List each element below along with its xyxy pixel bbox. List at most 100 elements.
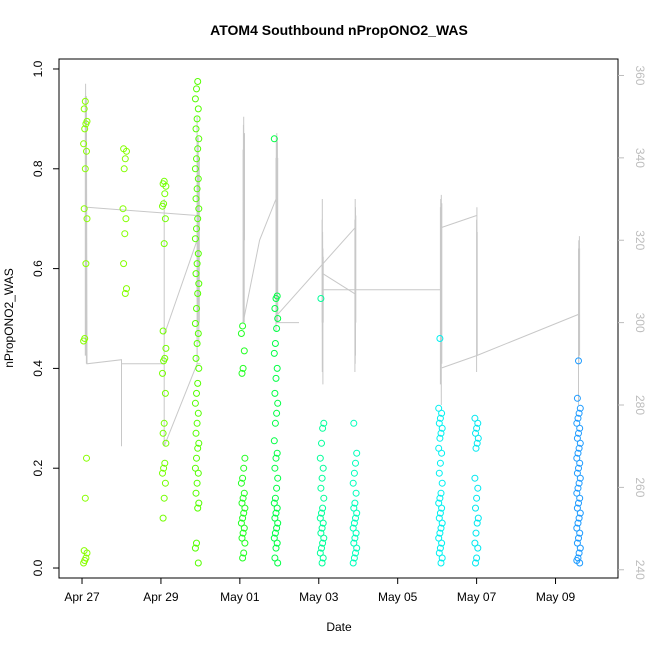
x-tick-label-5: May 07 [457,590,497,604]
data-point-2-3 [159,469,166,477]
data-point-9-2 [474,544,482,552]
trace-line-17 [476,313,579,357]
data-point-8-5 [435,534,443,542]
data-point-3-21 [194,330,202,337]
data-point-5-1 [271,554,279,562]
x-tick-label-4: May 05 [378,590,418,604]
data-point-8-9 [435,514,443,522]
data-point-3-37 [193,155,200,163]
data-point-3-27 [193,260,201,268]
data-point-10-10 [575,514,583,522]
data-point-6-9 [316,514,324,522]
trace-line-6 [275,133,279,331]
data-point-0-17 [83,117,91,125]
data-point-2-19 [161,190,169,198]
data-point-4-14 [239,474,247,482]
y-tick-label-1: 0.2 [31,460,45,477]
data-point-8-19 [435,444,443,452]
data-point-9-9 [474,484,482,492]
data-point-3-3 [194,504,202,512]
data-point-10-22 [573,454,581,462]
data-point-4-15 [240,464,248,472]
data-point-5-12 [271,494,279,502]
data-point-5-28 [274,315,282,322]
x-axis: Apr 27 Apr 29 May 01 May 03 May 05 May 07 May … [64,577,576,604]
data-point-3-29 [191,235,199,243]
data-point-6-15 [319,464,327,472]
data-point-10-21 [576,459,584,467]
data-point-6-19 [320,419,328,427]
data-point-7-0 [349,559,357,567]
trace-line-18 [578,236,581,405]
data-point-5-29 [271,305,279,312]
trace-line-0 [84,83,200,447]
data-point-3-28 [194,250,202,258]
data-point-3-42 [194,105,202,113]
data-point-3-36 [191,165,199,173]
y2-tick-label-3: 300 [633,313,647,333]
data-point-5-11 [270,499,278,507]
data-point-5-24 [273,364,281,372]
data-point-6-14 [318,474,326,482]
data-point-8-0 [437,559,445,567]
data-point-9-6 [474,514,482,522]
data-point-7-9 [352,514,359,522]
data-point-10-9 [574,519,582,527]
data-point-5-5 [271,529,279,537]
data-point-8-20 [436,434,444,442]
data-point-0-4 [80,547,88,555]
data-point-4-7 [239,514,247,522]
data-point-6-4 [319,539,327,547]
data-point-10-2 [574,554,582,562]
data-point-7-13 [352,489,360,497]
data-point-6-3 [318,544,325,552]
data-point-10-17 [575,479,583,487]
data-point-9-17 [471,414,479,422]
data-point-7-8 [350,519,358,527]
data-point-3-10 [194,444,202,452]
data-point-9-12 [473,439,481,447]
x-tick-label-6: May 09 [536,590,576,604]
data-point-7-1 [350,554,358,562]
data-point-9-3 [471,539,479,547]
data-point-8-11 [438,504,446,512]
data-point-3-11 [195,439,203,447]
data-point-3-38 [194,145,202,153]
data-point-5-18 [270,437,278,445]
plot-frame [58,58,619,579]
y-tick-label-5: 1.0 [31,60,45,77]
data-point-7-5 [351,534,359,542]
trace-line-12 [354,198,357,372]
data-point-5-19 [271,419,279,427]
data-point-3-12 [192,429,200,437]
data-point-3-41 [193,115,201,123]
data-point-0-13 [83,147,90,155]
data-point-5-16 [272,454,280,462]
data-point-6-5 [320,534,328,542]
data-point-5-20 [273,409,281,417]
data-point-7-10 [353,509,361,517]
data-point-0-5 [81,494,89,502]
data-point-4-21 [239,322,247,330]
data-point-5-8 [271,514,279,522]
data-point-0-8 [81,335,89,342]
data-point-6-17 [318,439,325,447]
data-point-9-4 [472,529,480,537]
data-point-1-7 [121,155,129,163]
data-point-4-8 [240,509,248,517]
data-point-3-43 [191,95,199,103]
data-point-10-3 [575,549,583,557]
data-point-8-2 [435,549,443,557]
data-point-9-11 [472,444,480,452]
data-point-10-28 [576,424,584,432]
data-point-10-27 [575,429,582,437]
y-tick-label-0: 0.0 [31,559,45,576]
data-point-2-9 [161,389,169,397]
trace-line-15 [441,355,477,369]
data-point-9-8 [473,494,481,502]
data-point-7-4 [350,539,358,547]
data-point-5-22 [271,389,279,397]
data-point-7-11 [350,504,358,512]
data-point-4-2 [241,539,249,547]
